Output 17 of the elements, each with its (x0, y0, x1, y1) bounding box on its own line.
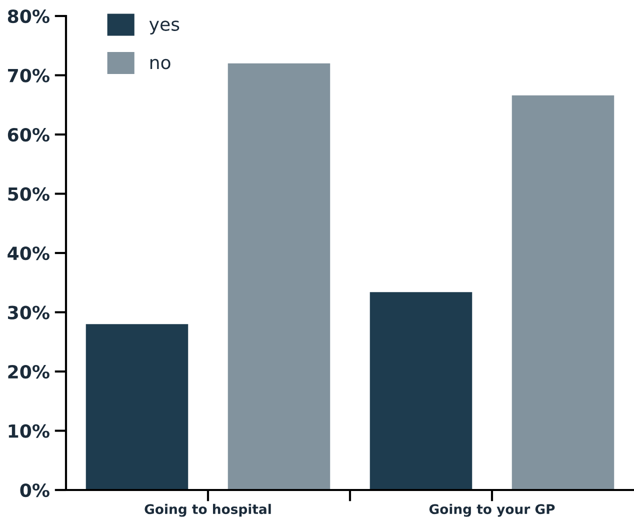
y-tick-label: 0% (20, 483, 50, 498)
y-tick-label: 80% (8, 9, 50, 24)
x-tick-label: Going to your GP (429, 504, 555, 517)
bar (228, 63, 330, 490)
y-tick-label: 60% (8, 128, 50, 142)
y-tick-label: 50% (8, 187, 50, 201)
bar (370, 292, 472, 490)
y-tick-label: 40% (8, 246, 50, 260)
legend-label: yes (149, 20, 180, 34)
y-tick-label: 10% (8, 424, 50, 438)
x-tick-label: Going to hospital (144, 504, 271, 517)
bar (86, 324, 188, 490)
y-tick-label: 20% (8, 364, 50, 379)
y-tick-label: 70% (8, 68, 50, 82)
y-tick-label: 30% (8, 306, 50, 320)
bar (512, 95, 614, 490)
legend-label: no (150, 58, 170, 70)
